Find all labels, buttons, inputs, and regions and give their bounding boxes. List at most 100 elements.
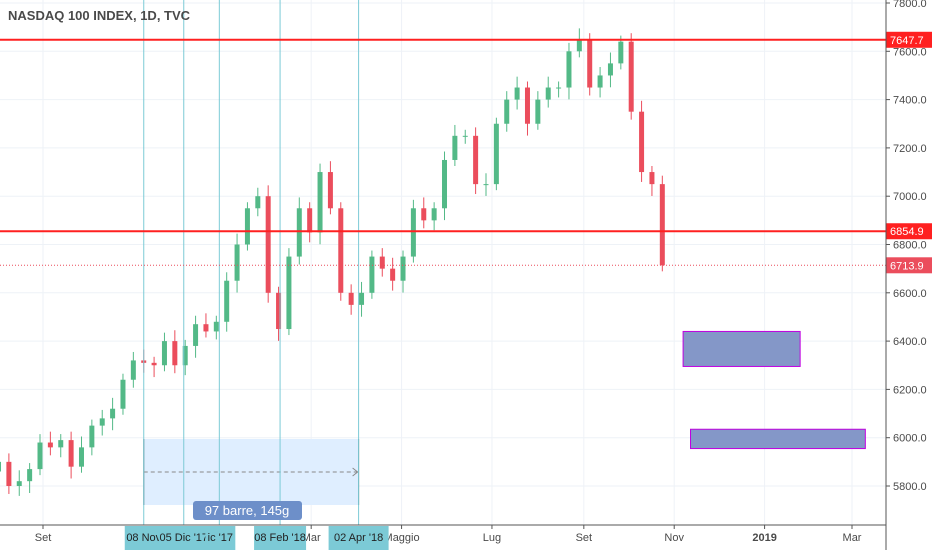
- price-label-bg: [886, 31, 932, 48]
- candle-body: [120, 379, 126, 409]
- y-tick-label: 7000.0: [893, 191, 927, 203]
- candle-body: [587, 39, 593, 88]
- candle-body: [545, 87, 551, 100]
- candle-body: [431, 208, 437, 221]
- candle-body: [244, 208, 250, 245]
- candle-body: [213, 321, 219, 332]
- measure-tooltip-label: 97 barre, 145g: [205, 503, 290, 518]
- candle-body: [327, 172, 333, 209]
- y-tick-label: 5800.0: [893, 481, 927, 493]
- candle-body: [317, 172, 323, 233]
- candle-body: [410, 208, 416, 257]
- x-tick-label: 2019: [752, 532, 776, 544]
- candle-body: [338, 208, 344, 293]
- date-label-bg: [158, 526, 209, 550]
- candle-body: [286, 256, 292, 330]
- candle-body: [597, 75, 603, 88]
- y-tick-label: 6400.0: [893, 336, 927, 348]
- candle-body: [576, 39, 582, 52]
- candle-body: [639, 111, 645, 173]
- date-label-bg: [254, 526, 307, 550]
- candle-body: [390, 268, 396, 281]
- candle-body: [68, 440, 74, 467]
- candle-body: [47, 442, 53, 448]
- y-tick-label: 6800.0: [893, 240, 927, 252]
- candle-body: [37, 442, 43, 470]
- x-tick-label: Mar: [302, 532, 321, 544]
- candle-body: [514, 87, 520, 100]
- last-price-label: 6713.9: [890, 260, 924, 272]
- candle-body: [504, 99, 510, 124]
- candle-body: [369, 256, 375, 293]
- vertical-line-date-label: 08 Feb '18: [254, 532, 306, 544]
- vertical-line-date-label: 05 Dic '17: [159, 532, 208, 544]
- candle-body: [89, 425, 95, 448]
- y-tick-label: 7600.0: [893, 46, 927, 58]
- candle-body: [130, 360, 136, 380]
- candle-body: [379, 256, 385, 269]
- candle-body: [0, 461, 2, 472]
- y-tick-label: 6200.0: [893, 384, 927, 396]
- candle-body: [255, 196, 261, 209]
- x-tick-label: Set: [576, 532, 593, 544]
- candle-body: [348, 292, 354, 305]
- horizontal-line-label: 7647.7: [890, 35, 924, 47]
- candle-body: [16, 481, 22, 486]
- candle-body: [556, 87, 562, 89]
- candle-body: [421, 208, 427, 221]
- candle-body: [659, 184, 665, 266]
- candle-body: [6, 461, 12, 486]
- date-label-bg: [205, 526, 236, 550]
- rectangle-drawing: [690, 428, 866, 450]
- candle-body: [607, 63, 613, 76]
- x-tick-label: Lug: [483, 532, 501, 544]
- vertical-line-date-label: 02 Apr '18: [334, 532, 383, 544]
- candle-body: [307, 208, 313, 233]
- vertical-line-date-label: ic '17: [208, 532, 233, 544]
- candle-body: [161, 341, 167, 366]
- candle-body: [442, 159, 448, 209]
- candle-body: [483, 184, 489, 186]
- candle-body: [224, 280, 230, 322]
- candle-body: [452, 135, 458, 160]
- chart-title: NASDAQ 100 INDEX, 1D, TVC: [8, 8, 191, 23]
- candle-body: [234, 244, 240, 281]
- y-tick-label: 6600.0: [893, 288, 927, 300]
- candle-body: [58, 440, 64, 448]
- candle-body: [493, 123, 499, 185]
- last-price-label-bg: [886, 257, 932, 274]
- x-tick-label: Maggio: [384, 532, 420, 544]
- horizontal-line-label: 6854.9: [890, 226, 924, 238]
- candle-body: [182, 345, 188, 366]
- vertical-line-date-label: 08 Nov: [126, 532, 161, 544]
- candle-body: [535, 99, 541, 124]
- date-label-bg: [124, 526, 163, 550]
- y-tick-label: 6000.0: [893, 433, 927, 445]
- candle-body: [649, 172, 655, 185]
- y-tick-label: 7400.0: [893, 95, 927, 107]
- candle-body: [618, 41, 624, 64]
- arrow-head-icon: [352, 467, 359, 477]
- x-tick-label: Set: [35, 532, 52, 544]
- candle-body: [193, 324, 199, 346]
- candle-body: [276, 292, 282, 330]
- x-tick-label: Mar: [843, 532, 862, 544]
- candle-body: [628, 41, 634, 112]
- candle-body: [473, 135, 479, 185]
- candle-body: [265, 196, 271, 293]
- candle-body: [172, 341, 178, 366]
- candle-body: [151, 362, 157, 366]
- measure-tooltip: [193, 501, 302, 520]
- y-tick-label: 7800.0: [893, 0, 927, 10]
- x-tick-label: Nov: [664, 532, 684, 544]
- candle-body: [524, 87, 530, 124]
- candle-body: [359, 292, 365, 305]
- candle-body: [110, 408, 116, 419]
- candle-body: [203, 324, 209, 332]
- candle-body: [462, 135, 468, 137]
- candle-body: [99, 418, 105, 426]
- y-tick-label: 7200.0: [893, 143, 927, 155]
- candle-body: [566, 51, 572, 88]
- candle-body: [296, 208, 302, 257]
